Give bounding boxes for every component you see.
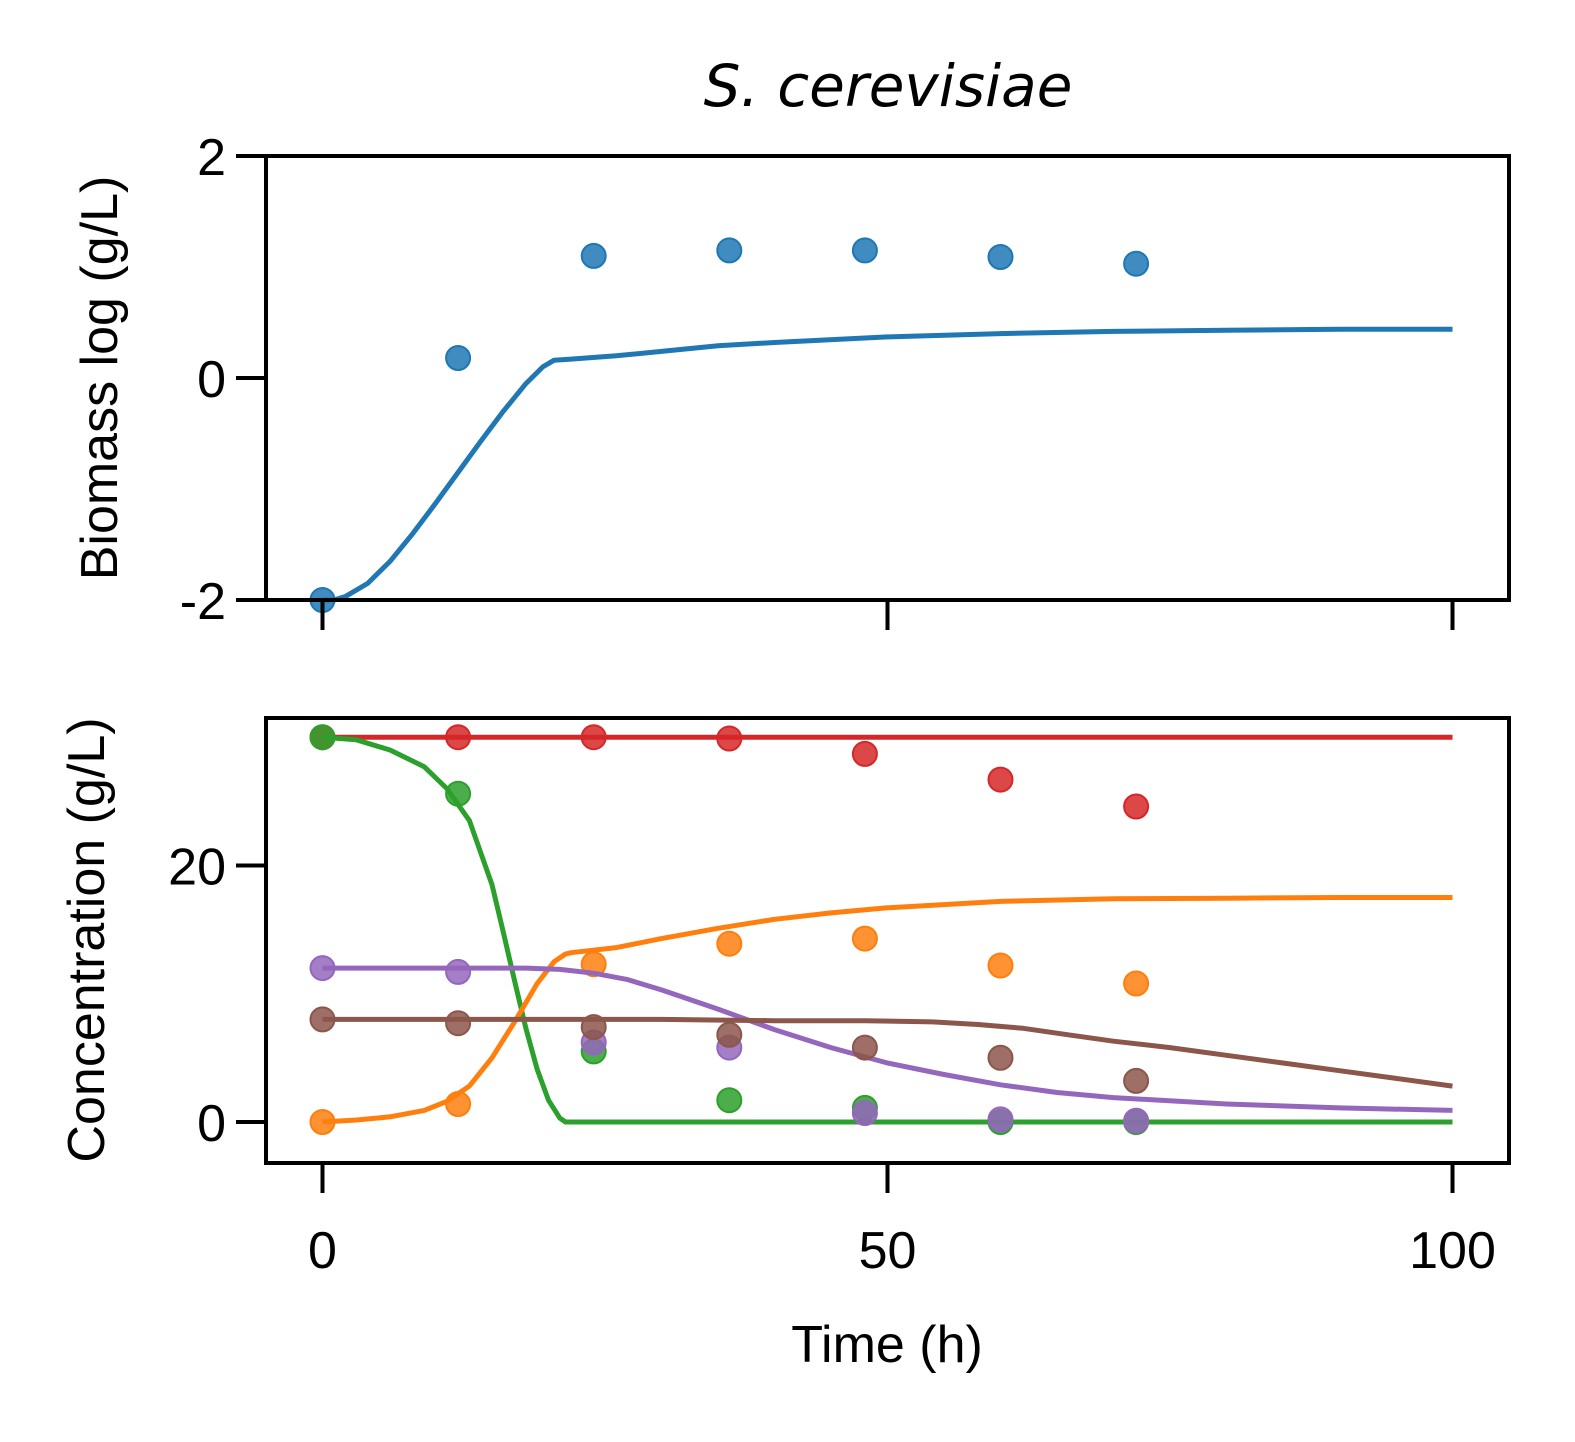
- biomass-series-1-line: [322, 326, 1453, 603]
- concentration-series-3-line: [322, 895, 1453, 1125]
- concentration-series-2-line: [322, 734, 1453, 1125]
- concentration-series-3-point: [987, 952, 1014, 979]
- concentration-x-tick-label: 0: [308, 1222, 337, 1280]
- concentration-series-1-point: [445, 724, 472, 751]
- biomass-panel: -2 0 2 Biomass log (g/L): [71, 129, 1511, 631]
- concentration-series-4-line: [322, 965, 1453, 1113]
- concentration-series-3-point: [1123, 970, 1150, 997]
- biomass-series-1-point: [445, 345, 472, 371]
- concentration-y-tick-label: 0: [197, 1095, 226, 1153]
- concentration-y-tick-label: 20: [168, 838, 226, 896]
- biomass-series-1-point: [987, 244, 1014, 270]
- concentration-series-4-point: [1123, 1107, 1150, 1134]
- concentration-series-5-point: [851, 1034, 878, 1061]
- concentration-series-1-point: [716, 725, 743, 752]
- concentration-series-5-point: [445, 1010, 472, 1037]
- concentration-series-5-point: [580, 1014, 607, 1041]
- biomass-ticks: -2 0 2: [180, 129, 1455, 631]
- concentration-series-4-point: [309, 955, 336, 982]
- biomass-series-1-point: [716, 237, 743, 264]
- concentration-x-tick-label: 100: [1409, 1222, 1496, 1280]
- biomass-series-1-point: [1123, 250, 1150, 277]
- concentration-series-3-point: [309, 1109, 336, 1135]
- concentration-series-1-point: [987, 766, 1014, 793]
- biomass-y-tick-label: 2: [197, 129, 226, 187]
- concentration-series-3-point: [445, 1091, 472, 1117]
- concentration-series-4-point: [445, 958, 472, 985]
- concentration-series-4-point: [851, 1100, 878, 1126]
- concentration-series-2-point: [309, 724, 336, 751]
- concentration-panel: 0 50 100 0 20 Concentration (g/L) Time (h): [58, 716, 1511, 1374]
- chart-title: S. cerevisiae: [704, 52, 1073, 120]
- concentration-series-3-point: [716, 930, 743, 957]
- biomass-plot-area: [309, 237, 1453, 613]
- concentration-series-2-point: [716, 1087, 743, 1114]
- concentration-ticks: 0 50 100 0 20: [168, 838, 1496, 1280]
- concentration-series-3-point: [851, 925, 878, 952]
- concentration-y-axis-label: Concentration (g/L): [58, 717, 116, 1162]
- concentration-series-5-point: [716, 1021, 743, 1048]
- biomass-series-1-point: [851, 237, 878, 264]
- concentration-series-1-point: [851, 740, 878, 767]
- biomass-y-tick-label: -2: [180, 573, 226, 631]
- biomass-series-1-point: [580, 242, 607, 269]
- concentration-series-5-point: [1123, 1067, 1150, 1094]
- concentration-series-1-point: [580, 724, 607, 751]
- biomass-y-axis-label: Biomass log (g/L): [71, 176, 129, 581]
- biomass-y-tick-label: 0: [197, 351, 226, 409]
- concentration-series-2-point: [445, 780, 472, 807]
- x-axis-label: Time (h): [791, 1316, 983, 1374]
- concentration-series-4-point: [987, 1106, 1014, 1133]
- biomass-axes-frame: [264, 154, 1511, 602]
- concentration-series-5-point: [987, 1044, 1014, 1071]
- concentration-series-5-line: [322, 1016, 1453, 1089]
- concentration-plot-area: [309, 724, 1453, 1135]
- concentration-series-1-point: [1123, 793, 1150, 820]
- concentration-series-5-point: [309, 1006, 336, 1033]
- concentration-x-tick-label: 50: [859, 1222, 917, 1280]
